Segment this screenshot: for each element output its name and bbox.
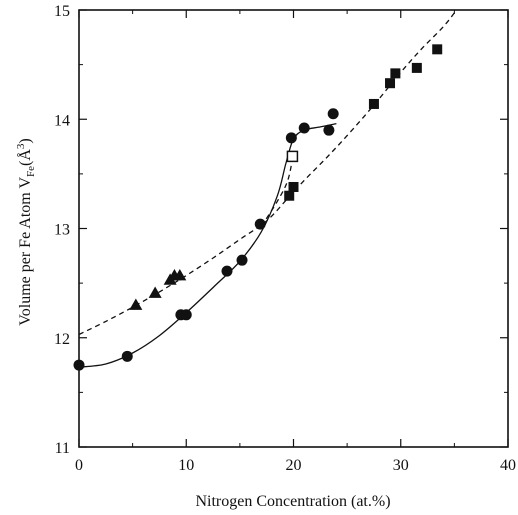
triangle-point xyxy=(148,286,162,298)
open-square-point xyxy=(286,150,299,163)
circle-point xyxy=(73,359,85,371)
y-axis-title: Volume per Fe Atom VFe(Å3) xyxy=(15,138,37,325)
square-point xyxy=(288,181,299,192)
circle-point xyxy=(221,265,233,277)
circle-point xyxy=(298,122,310,134)
square-point xyxy=(385,78,396,89)
x-tick-label: 0 xyxy=(75,457,83,474)
triangle-point xyxy=(129,298,143,310)
x-tick-label: 40 xyxy=(500,457,516,474)
circle-point xyxy=(327,108,339,120)
y-tick-label: 11 xyxy=(55,440,70,457)
y-tick-label: 14 xyxy=(54,112,70,129)
plot-border xyxy=(78,9,509,448)
square-point xyxy=(390,68,401,79)
x-tick-label: 30 xyxy=(393,457,409,474)
x-tick-label: 20 xyxy=(286,457,302,474)
fit-curves xyxy=(78,9,458,368)
square-point xyxy=(284,190,295,201)
circle-point xyxy=(323,124,335,136)
dashed-curve xyxy=(78,9,458,336)
axis-ticks: 0 10 20 30 40 11 12 13 14 15 xyxy=(54,3,516,474)
circle-point xyxy=(121,350,133,362)
square-point xyxy=(432,44,443,55)
plot-frame xyxy=(78,9,509,448)
circle-point xyxy=(285,132,297,144)
y-tick-label: 12 xyxy=(54,331,70,348)
circle-point xyxy=(254,218,266,230)
x-tick-label: 10 xyxy=(178,457,194,474)
circle-point xyxy=(236,254,248,266)
y-tick-label: 13 xyxy=(54,222,70,239)
square-point xyxy=(368,98,379,109)
x-axis-title: Nitrogen Concentration (at.%) xyxy=(195,493,390,510)
circle-point xyxy=(180,309,192,321)
triangle-point xyxy=(173,268,187,281)
square-point xyxy=(411,62,422,73)
y-tick-label: 15 xyxy=(54,3,70,20)
data-points xyxy=(73,44,443,371)
dashed-curve xyxy=(260,151,295,227)
